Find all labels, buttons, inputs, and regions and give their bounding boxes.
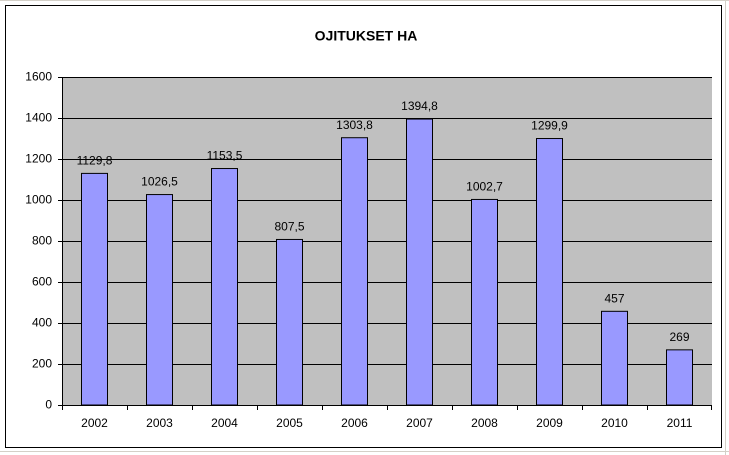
data-label: 1299,9 [531, 119, 568, 133]
x-tick-label: 2004 [211, 416, 238, 430]
y-tick-label: 1000 [25, 193, 52, 207]
x-tick-label: 2002 [81, 416, 108, 430]
data-label: 1129,8 [77, 154, 113, 168]
x-tick-label: 2009 [536, 416, 563, 430]
data-label: 1026,5 [141, 175, 178, 189]
bar [406, 118, 433, 406]
bar [211, 168, 238, 406]
x-tick-label: 2006 [341, 416, 368, 430]
y-tick-label: 400 [32, 316, 52, 330]
data-label: 269 [669, 330, 689, 344]
x-tick-label: 2007 [406, 416, 433, 430]
y-tick-label: 1400 [25, 111, 52, 125]
y-tick-label: 1600 [25, 70, 52, 84]
data-label: 1153,5 [207, 149, 243, 163]
bar [471, 198, 498, 406]
data-label: 457 [604, 291, 624, 305]
x-tick-label: 2011 [667, 416, 693, 430]
x-tick-label: 2005 [276, 416, 303, 430]
x-tick-label: 2003 [146, 416, 173, 430]
y-tick-label: 600 [32, 275, 52, 289]
bar [276, 238, 303, 406]
data-label: 1002,7 [466, 180, 503, 194]
bar [536, 138, 563, 406]
bar [341, 137, 368, 406]
bar [666, 349, 693, 406]
x-tick-label: 2010 [601, 416, 628, 430]
chart-title: OJITUKSET HA [315, 28, 418, 44]
data-label: 1303,8 [336, 118, 373, 132]
bar [146, 194, 173, 406]
bar [601, 310, 628, 406]
y-tick-label: 0 [45, 398, 52, 412]
x-tick-label: 2008 [471, 416, 498, 430]
data-label: 807,5 [274, 220, 304, 234]
y-tick-label: 1200 [25, 152, 52, 166]
y-tick-label: 800 [32, 234, 52, 248]
data-label: 1394,8 [401, 99, 438, 113]
y-tick-label: 200 [32, 357, 52, 371]
bar [81, 172, 108, 406]
